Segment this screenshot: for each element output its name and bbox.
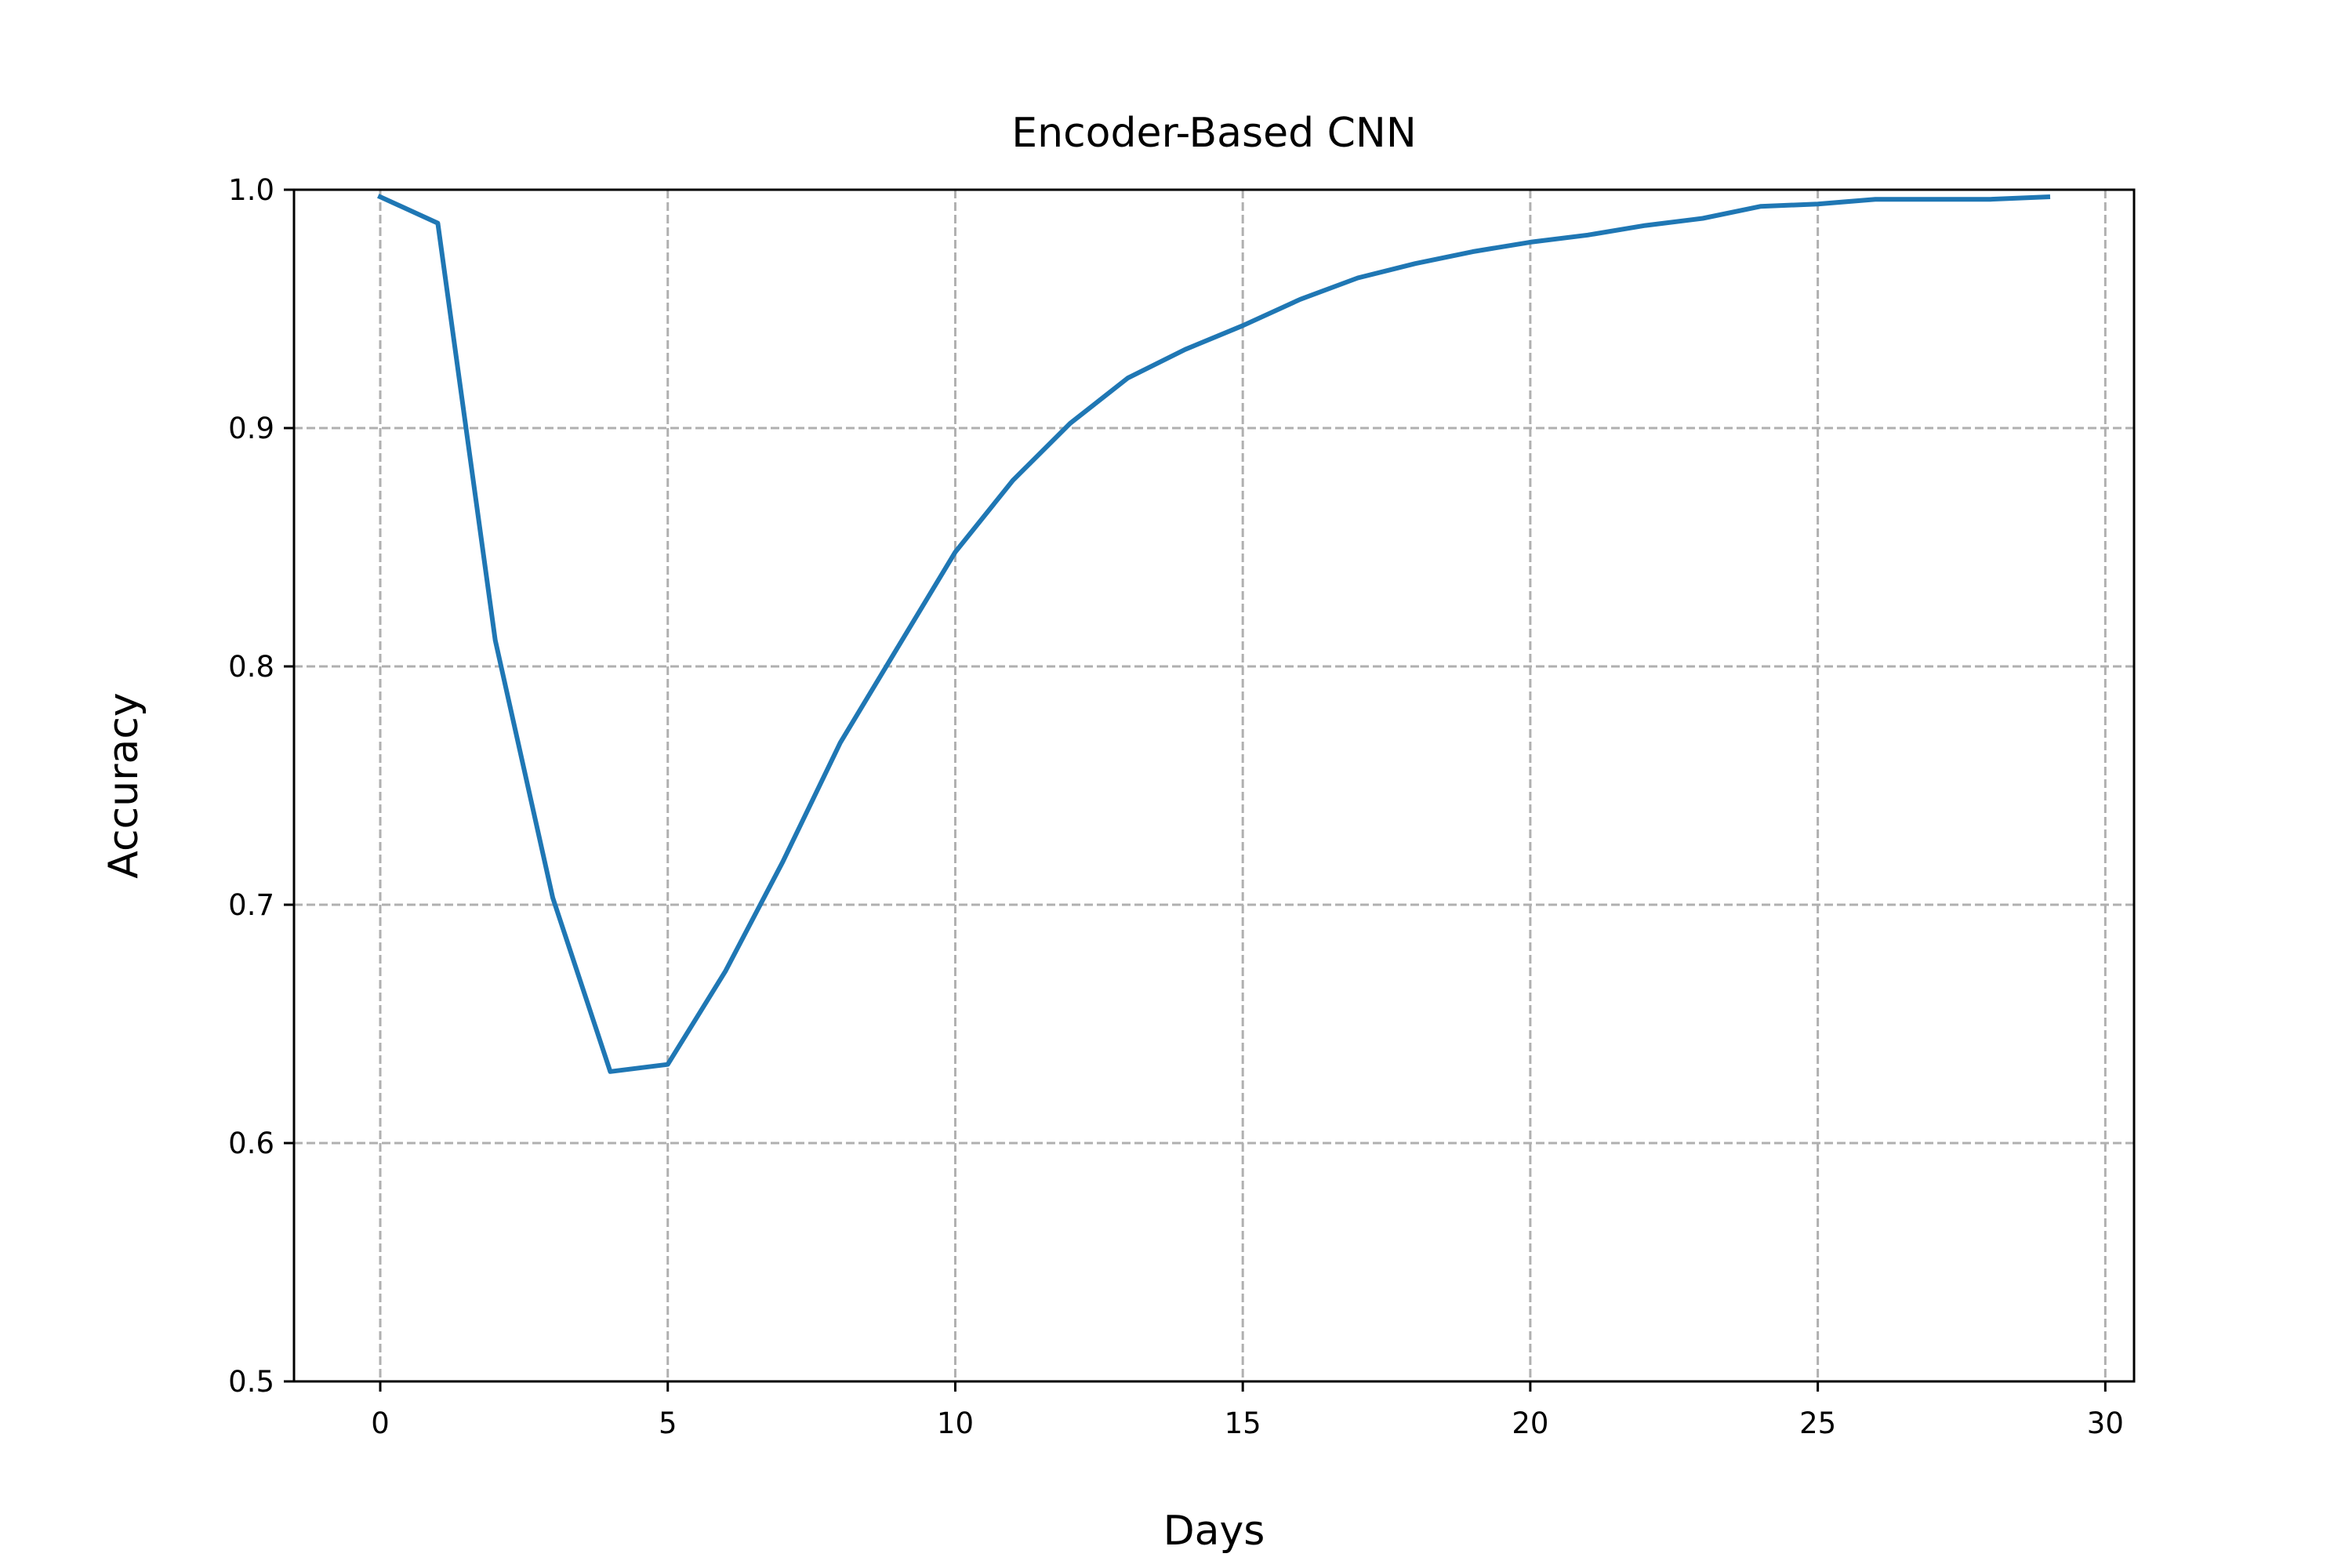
- y-tick-label: 0.9: [228, 412, 274, 445]
- series-layer: [377, 194, 2051, 1074]
- x-tick-label: 15: [1225, 1406, 1261, 1440]
- x-tick-label: 5: [659, 1406, 677, 1440]
- y-tick-label: 1.0: [228, 173, 274, 207]
- x-tick-label: 10: [937, 1406, 974, 1440]
- y-tick-label: 0.8: [228, 650, 274, 684]
- x-tick-label: 20: [1512, 1406, 1548, 1440]
- y-axis-label: Accuracy: [100, 692, 147, 878]
- x-axis-label: Days: [1163, 1508, 1265, 1555]
- series-line: [377, 194, 2051, 1074]
- y-tick-label: 0.6: [228, 1127, 274, 1160]
- plot-frame: [292, 188, 2136, 1383]
- chart-title: Encoder-Based CNN: [1011, 110, 1416, 157]
- ticks: 0 5 10 15 20 25 30 0.5 0.6 0.7 0.8 0.9 1.0: [228, 173, 2124, 1440]
- y-tick-label: 0.7: [228, 888, 274, 922]
- y-tick-label: 0.5: [228, 1365, 274, 1399]
- x-tick-label: 25: [1799, 1406, 1836, 1440]
- x-tick-label: 30: [2087, 1406, 2124, 1440]
- x-tick-label: 0: [371, 1406, 390, 1440]
